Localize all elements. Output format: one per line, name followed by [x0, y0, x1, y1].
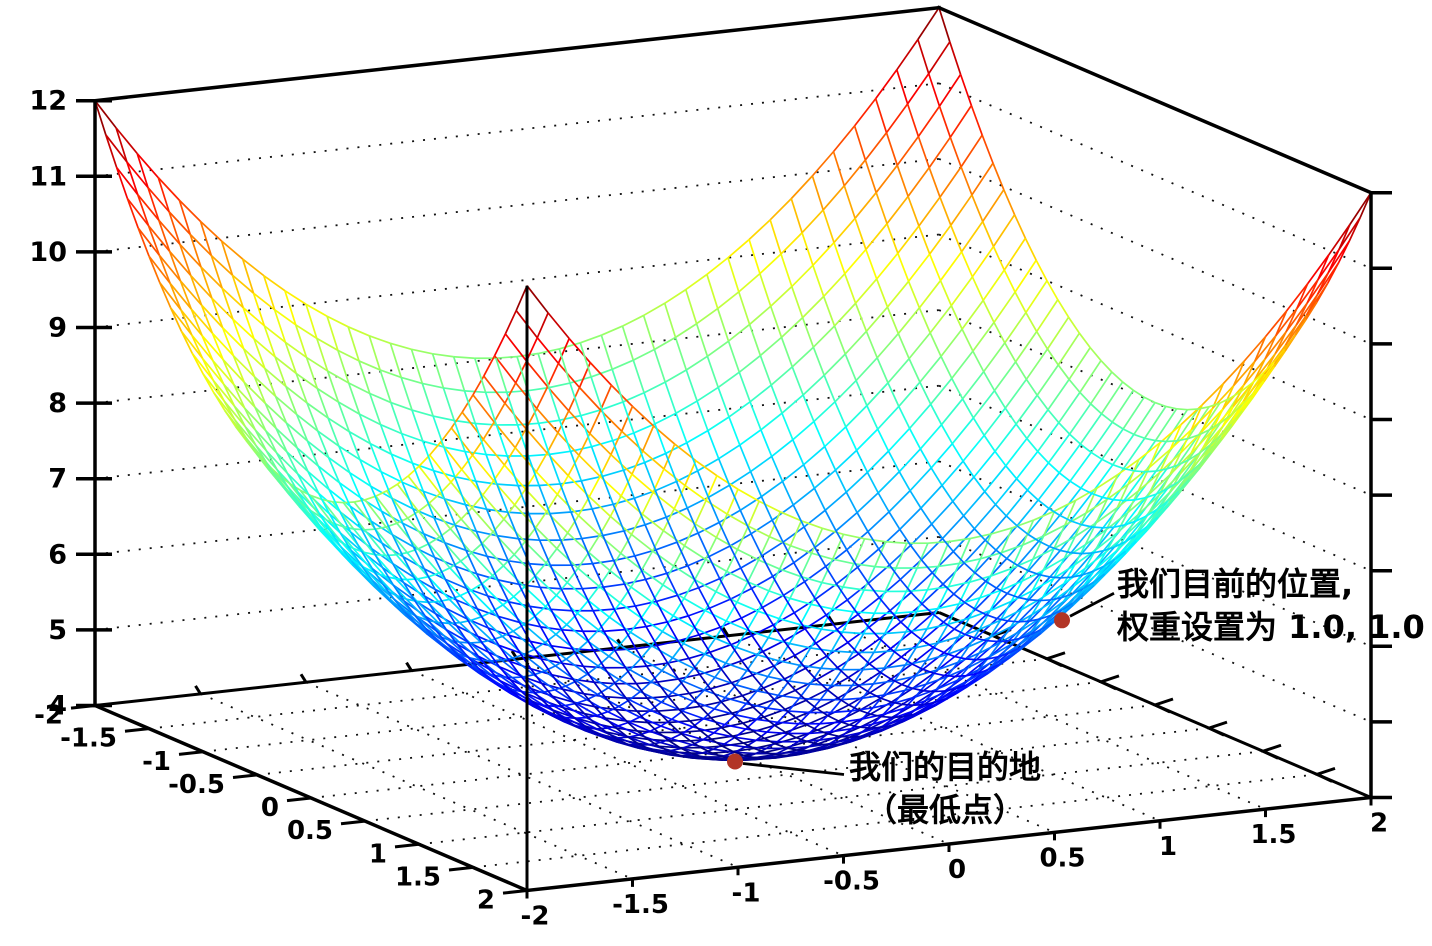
- z-axis-tick-label: 10: [29, 237, 67, 268]
- surface-mesh: [94, 7, 1372, 762]
- x-axis-tick-label: -0.5: [823, 867, 880, 897]
- annotation-current-position-line-1: 我们目前的位置,: [1117, 565, 1354, 603]
- y-axis-tick-label: -0.5: [168, 770, 225, 800]
- y-axis-tick-label: 2: [477, 886, 495, 916]
- annotation-marker-current-position: [1054, 592, 1115, 629]
- y-axis-tick-label: -1: [142, 747, 171, 777]
- z-axis-tick-label: 5: [48, 615, 67, 646]
- destination-point-marker: [727, 753, 743, 770]
- x-axis-tick-label: -1: [732, 878, 761, 908]
- z-axis-tick-label: 8: [48, 388, 67, 419]
- current-position-point-marker: [1054, 612, 1070, 629]
- z-axis-tick-label: 9: [48, 313, 67, 344]
- x-axis-tick-label: 0: [948, 855, 966, 885]
- x-axis: -2 -1.5 -1 -0.5 0 0.5 1 1.5 2: [521, 797, 1388, 932]
- x-axis-tick-label: 1: [1159, 832, 1177, 862]
- x-axis-tick-label: 2: [1370, 809, 1388, 839]
- y-axis-tick-label: 1: [369, 839, 387, 869]
- y-axis-tick-label: 0: [261, 793, 279, 823]
- annotation-destination-line-2: （最低点）: [864, 791, 1025, 829]
- z-axis-tick-label: 11: [29, 161, 67, 192]
- y-axis: -2-1.5 -1-0.5 0 0.5 1 1.5 2: [34, 701, 528, 916]
- annotation-current-position: 我们目前的位置, 权重设置为 1.0, 1.0: [1117, 563, 1425, 649]
- z-axis-tick-label: 6: [48, 539, 67, 570]
- x-axis-tick-label: -2: [521, 902, 550, 932]
- annotation-destination-line-1: 我们的目的地: [848, 748, 1041, 786]
- z-axis-tick-label: 7: [48, 464, 67, 495]
- y-axis-tick-label: -2: [34, 701, 63, 731]
- z-axis-tick-label: 12: [29, 86, 67, 117]
- x-axis-tick-label: 0.5: [1039, 843, 1085, 873]
- y-axis-tick-label: 0.5: [287, 816, 333, 846]
- annotation-current-position-line-2: 权重设置为 1.0, 1.0: [1117, 608, 1425, 646]
- z-axis: 4 5 6 7 8 9 10 11 12: [29, 86, 112, 722]
- x-axis-tick-label: 1.5: [1250, 820, 1296, 850]
- annotation-marker-destination: [727, 753, 845, 776]
- y-axis-tick-label: -1.5: [60, 724, 117, 754]
- right-axis-ticks: [1371, 190, 1392, 800]
- annotation-destination: 我们的目的地 （最低点）: [790, 746, 1100, 832]
- x-axis-tick-label: -1.5: [612, 890, 669, 920]
- y-axis-tick-label: 1.5: [395, 862, 441, 892]
- z-axis-tick-label: 4: [48, 691, 67, 722]
